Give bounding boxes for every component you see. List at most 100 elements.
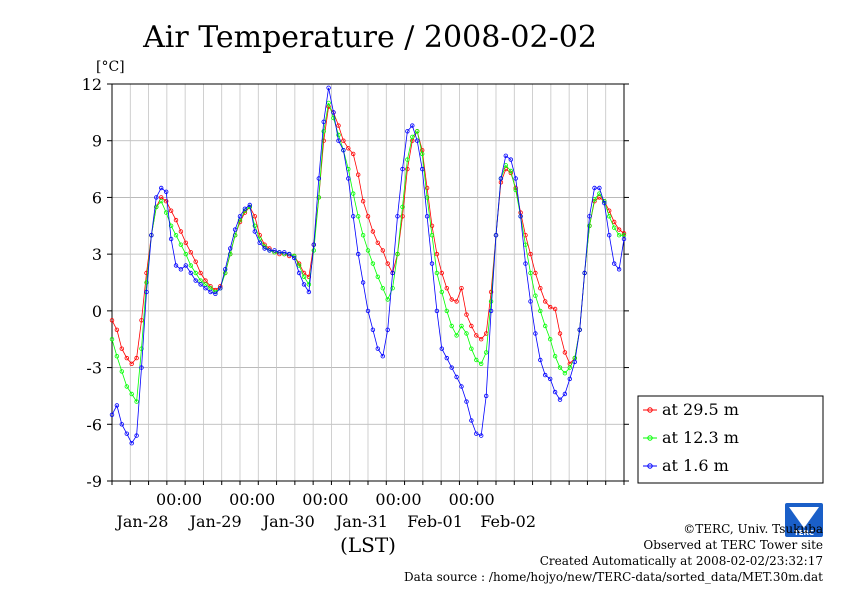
data-point <box>488 299 494 304</box>
data-point <box>420 151 425 157</box>
data-point <box>621 236 627 242</box>
source-text: Data source : /home/hojyo/new/TERC-data/… <box>404 570 823 584</box>
terc-logo: TERC <box>785 503 823 537</box>
data-point <box>262 246 267 251</box>
data-point <box>203 286 208 291</box>
data-point <box>336 138 341 143</box>
data-point <box>538 286 543 291</box>
data-point <box>562 371 568 376</box>
data-point <box>533 331 538 336</box>
data-point <box>612 261 617 266</box>
data-point <box>616 227 622 232</box>
data-point <box>469 346 474 351</box>
data-point <box>296 263 302 268</box>
data-point <box>439 270 444 276</box>
data-point <box>538 357 543 363</box>
y-tick-label: -6 <box>86 415 102 434</box>
data-point <box>429 261 435 266</box>
data-point <box>395 214 400 219</box>
data-point <box>612 219 617 225</box>
data-point <box>346 146 351 151</box>
terc-logo-triangle <box>789 507 819 528</box>
data-point <box>380 286 385 291</box>
data-point <box>557 397 563 402</box>
data-point <box>380 248 385 253</box>
data-point <box>405 166 410 172</box>
data-point <box>114 403 120 408</box>
data-point <box>533 270 538 276</box>
y-tick-label: 12 <box>82 75 102 94</box>
data-point <box>144 280 149 285</box>
data-point <box>474 357 479 363</box>
legend-label: at 29.5 m <box>662 400 739 419</box>
data-point <box>331 110 336 115</box>
data-point <box>198 270 203 276</box>
data-point <box>149 232 154 238</box>
data-point <box>400 166 405 172</box>
x-time-label: 00:00 <box>229 490 275 509</box>
legend-box <box>637 395 824 484</box>
data-point <box>124 431 129 436</box>
data-point <box>557 331 563 336</box>
data-point <box>375 240 380 245</box>
data-point <box>173 232 179 238</box>
data-point <box>109 337 115 342</box>
data-point <box>405 129 410 134</box>
x-axis: 00:00 00:00 00:00 00:00 00:00 Jan-28 Jan-29 Jan… <box>111 481 625 531</box>
data-point <box>257 240 262 245</box>
x-time-label: 00:00 <box>449 490 495 509</box>
data-point <box>292 255 297 261</box>
data-point <box>459 323 464 329</box>
data-point <box>390 286 395 291</box>
data-point <box>400 214 405 219</box>
data-point <box>119 369 124 374</box>
data-point <box>222 267 228 272</box>
copyright-text: ©TERC, Univ. Tsukuba <box>683 522 823 536</box>
data-point <box>193 278 198 283</box>
data-point <box>306 282 312 287</box>
data-point <box>454 333 459 338</box>
data-point <box>587 223 592 228</box>
data-point <box>139 346 144 351</box>
data-point <box>592 185 597 191</box>
data-point <box>552 354 558 359</box>
y-tick-label: 0 <box>92 302 102 321</box>
data-point <box>597 185 602 191</box>
legend-marker <box>647 435 653 441</box>
data-point <box>183 240 188 245</box>
x-day-label: Jan-29 <box>188 512 242 531</box>
grid-lines <box>112 84 624 481</box>
data-point <box>356 172 361 177</box>
data-point <box>548 337 553 342</box>
data-point <box>548 376 553 382</box>
data-point <box>144 289 149 295</box>
data-point <box>405 157 410 162</box>
data-point <box>178 267 184 272</box>
data-point <box>464 399 469 404</box>
data-point <box>296 270 302 276</box>
data-point <box>119 346 124 351</box>
data-point <box>331 115 336 121</box>
data-point <box>380 354 385 359</box>
data-point <box>198 282 203 287</box>
data-point <box>370 327 376 332</box>
data-point <box>385 327 390 332</box>
data-point <box>375 274 380 279</box>
data-point <box>528 251 533 257</box>
y-tick-label: 3 <box>92 245 102 264</box>
x-axis-label: (LST) <box>340 533 396 557</box>
data-point <box>163 198 169 204</box>
data-point <box>139 365 144 370</box>
data-point <box>109 318 115 323</box>
data-point <box>336 123 341 128</box>
data-point <box>439 346 444 351</box>
y-tick-label: -9 <box>86 472 102 491</box>
data-point <box>351 191 356 196</box>
data-point <box>587 214 592 219</box>
data-point <box>316 176 321 181</box>
data-point <box>351 214 356 219</box>
data-point <box>469 418 474 423</box>
data-point <box>415 129 420 134</box>
data-point <box>498 176 504 181</box>
data-point <box>346 176 351 181</box>
